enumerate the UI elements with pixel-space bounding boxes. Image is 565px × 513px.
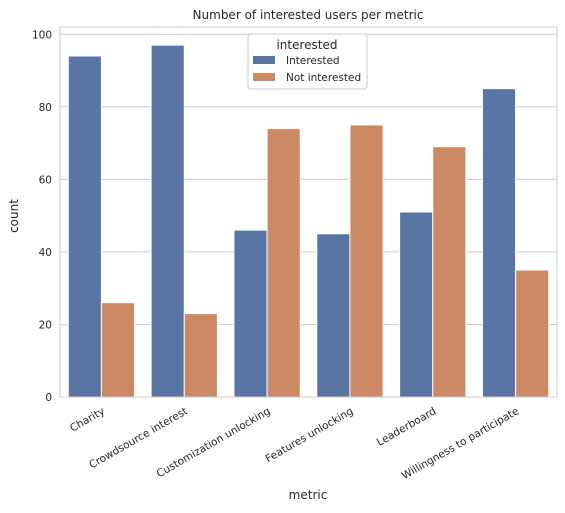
bar-0-0: [67, 55, 102, 398]
bar-1-1: [183, 313, 218, 398]
x-axis-label: metric: [289, 488, 328, 502]
legend-box: [247, 33, 368, 90]
legend-label-not-interested: Not interested: [286, 72, 361, 84]
chart-title: Number of interested users per metric: [193, 8, 424, 22]
x-tick-label-4: Leaderboard: [375, 405, 438, 449]
bar-1-2: [266, 128, 301, 398]
bar-0-1: [150, 44, 185, 398]
y-axis-label: count: [7, 199, 21, 233]
bar-0-4: [399, 211, 434, 398]
y-tick-label-20: 20: [39, 319, 52, 331]
legend-swatch-interested: [253, 56, 275, 64]
y-tick-labels: 0 20 40 60 80 100: [32, 29, 52, 404]
x-tick-label-3: Features unlocking: [263, 405, 355, 465]
plot-frame: [59, 26, 558, 398]
legend: interested Interested Not interested: [247, 33, 368, 90]
y-tick-label-60: 60: [39, 174, 52, 186]
legend-swatch-not-interested: [253, 73, 275, 81]
bar-1-0: [100, 302, 136, 398]
bars: [67, 44, 550, 398]
bar-1-5: [515, 269, 550, 398]
legend-label-interested: Interested: [286, 55, 340, 67]
y-tick-label-80: 80: [39, 102, 52, 114]
bar-1-3: [349, 124, 384, 398]
bar-0-5: [481, 88, 517, 398]
plot-border: [59, 26, 558, 398]
legend-title: interested: [276, 38, 337, 52]
y-tick-label-0: 0: [45, 392, 52, 404]
bar-1-4: [432, 146, 467, 398]
y-tick-label-100: 100: [32, 29, 52, 41]
bar-0-3: [316, 233, 351, 398]
bar-0-2: [233, 229, 268, 398]
x-tick-label-0: Charity: [68, 405, 107, 434]
y-tick-label-40: 40: [39, 247, 52, 259]
